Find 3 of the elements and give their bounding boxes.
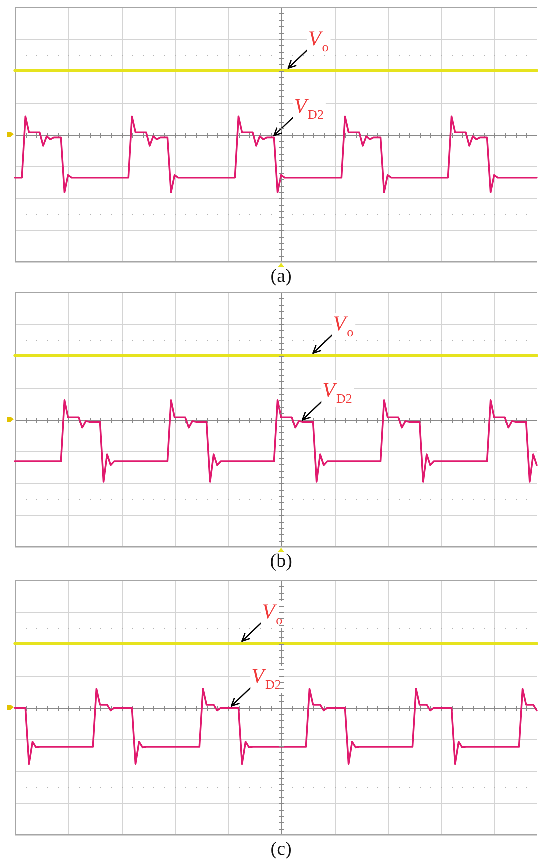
text: (b) xyxy=(270,550,292,572)
text: (a) xyxy=(270,266,292,287)
text: (c) xyxy=(270,838,292,860)
